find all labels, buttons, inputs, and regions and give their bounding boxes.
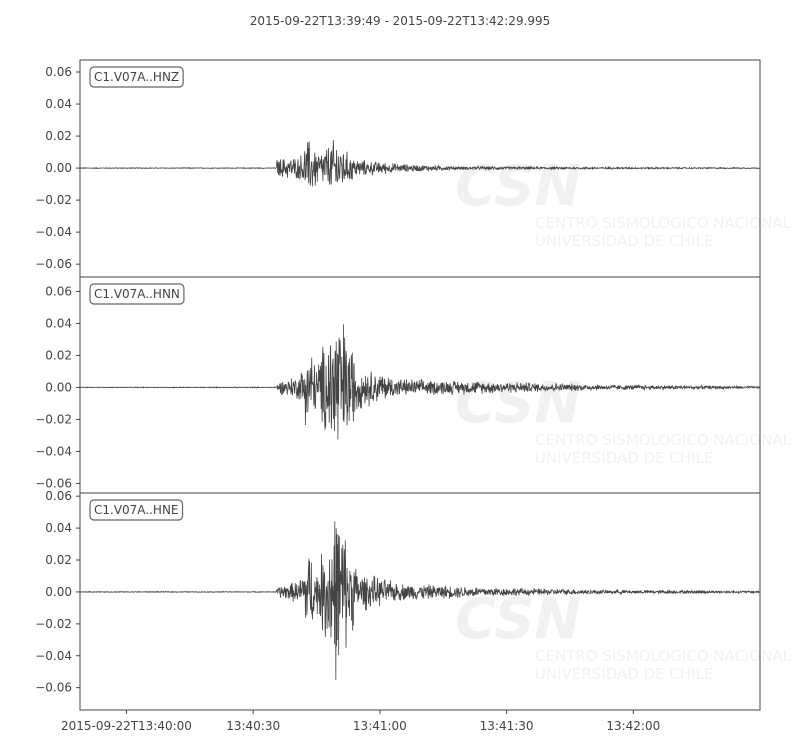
y-tick-label: 0.06 — [45, 284, 72, 298]
y-tick-label: −0.04 — [35, 444, 72, 458]
y-tick-label: 0.04 — [45, 316, 72, 330]
y-tick-label: 0.06 — [45, 65, 72, 79]
svg-text:CENTRO SISMOLÓGICO NACIONAL: CENTRO SISMOLÓGICO NACIONAL — [535, 213, 792, 232]
y-tick-label: −0.02 — [35, 617, 72, 631]
waveform-line — [79, 324, 761, 440]
x-tick-label: 13:41:30 — [480, 719, 534, 733]
svg-text:CSN: CSN — [455, 587, 581, 652]
svg-text:UNIVERSIDAD DE CHILE: UNIVERSIDAD DE CHILE — [535, 449, 713, 467]
svg-text:CSN: CSN — [455, 371, 581, 436]
y-tick-label: −0.06 — [35, 681, 72, 695]
x-tick-label: 13:41:00 — [353, 719, 407, 733]
svg-text:CENTRO SISMOLÓGICO NACIONAL: CENTRO SISMOLÓGICO NACIONAL — [535, 646, 792, 665]
trace-label-box — [89, 283, 185, 305]
y-tick-label: 0.02 — [45, 348, 72, 362]
svg-text:UNIVERSIDAD DE CHILE: UNIVERSIDAD DE CHILE — [535, 665, 713, 683]
y-tick-label: −0.02 — [35, 412, 72, 426]
trace-label: C1.V07A..HNZ — [94, 70, 179, 84]
y-tick-label: 0.00 — [45, 380, 72, 394]
x-axis: 2015-09-22T13:40:00 13:40:30 13:41:00 13:41… — [61, 710, 660, 733]
x-tick-label: 2015-09-22T13:40:00 — [61, 719, 192, 733]
y-tick-label: 0.00 — [45, 161, 72, 175]
y-tick-label: 0.06 — [45, 489, 72, 503]
chart-title: 2015-09-22T13:39:49 - 2015-09-22T13:42:2… — [250, 14, 551, 28]
y-tick-label: −0.04 — [35, 649, 72, 663]
y-tick-label: 0.00 — [45, 585, 72, 599]
y-tick-label: −0.06 — [35, 476, 72, 490]
svg-text:UNIVERSIDAD DE CHILE: UNIVERSIDAD DE CHILE — [535, 232, 713, 250]
y-tick-label: 0.04 — [45, 97, 72, 111]
y-tick-label: 0.02 — [45, 553, 72, 567]
trace-label-box — [89, 66, 184, 88]
y-tick-label: −0.06 — [35, 257, 72, 271]
x-tick-label: 13:42:00 — [606, 719, 660, 733]
x-tick-label: 13:40:30 — [226, 719, 280, 733]
y-tick-label: 0.02 — [45, 129, 72, 143]
svg-text:CSN: CSN — [455, 154, 581, 219]
axes-frame — [79, 492, 761, 711]
waveform-line — [79, 140, 761, 187]
y-tick-label: −0.02 — [35, 193, 72, 207]
trace-label: C1.V07A..HNE — [94, 503, 179, 517]
svg-text:CENTRO SISMOLÓGICO NACIONAL: CENTRO SISMOLÓGICO NACIONAL — [535, 430, 792, 449]
trace-label-box — [89, 499, 184, 521]
waveform-line — [79, 521, 760, 680]
y-tick-label: −0.04 — [35, 225, 72, 239]
trace-label: C1.V07A..HNN — [94, 287, 180, 301]
y-tick-label: 0.04 — [45, 521, 72, 535]
